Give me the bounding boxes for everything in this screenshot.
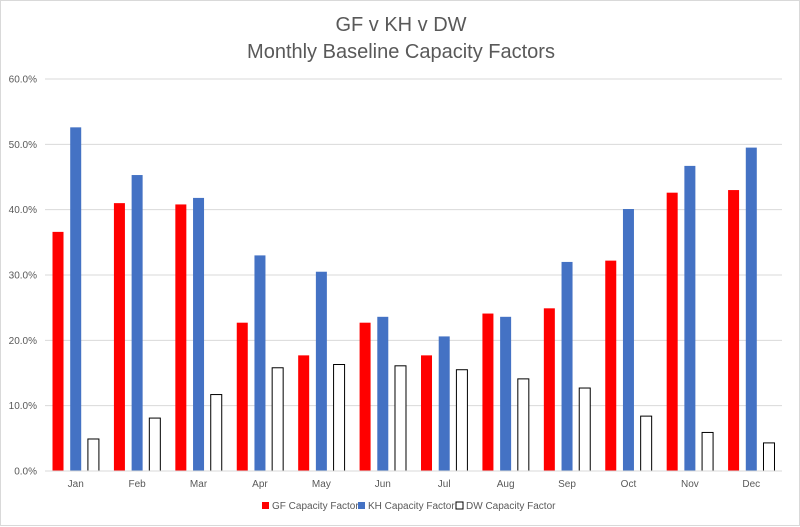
bar-gf-apr <box>236 322 248 471</box>
bar-dw-aug <box>517 378 530 472</box>
bar-gf-may <box>298 355 310 471</box>
bar-dw-jan <box>87 438 100 472</box>
chart-title-line-2: Monthly Baseline Capacity Factors <box>247 41 555 63</box>
x-tick-label: Jul <box>438 479 451 490</box>
x-axis-tick-labels: Jan Feb Mar Apr May Jun Jul Aug Sep Oct Nov Dec <box>68 479 761 490</box>
bar-dw-jul <box>455 369 468 472</box>
bar-gf-jul <box>421 355 433 471</box>
y-tick-label: 20.0% <box>9 336 37 347</box>
x-tick-label: Aug <box>497 479 515 490</box>
bar-dw-apr <box>271 367 284 472</box>
bar-gf-feb <box>113 203 125 471</box>
legend-label: GF Capacity Factor <box>272 501 359 512</box>
bar-gf-aug <box>482 313 494 471</box>
bar-kh-jun <box>377 316 389 471</box>
bar-dw-sep <box>578 387 591 472</box>
bar-gf-dec <box>728 190 740 472</box>
bar-kh-jan <box>70 127 82 471</box>
x-tick-label: Sep <box>558 479 576 490</box>
y-tick-label: 10.0% <box>9 401 37 412</box>
x-tick-label: Jan <box>68 479 84 490</box>
bar-dw-feb <box>148 417 161 472</box>
x-tick-label: Feb <box>129 479 147 490</box>
chart-title-line-1: GF v KH v DW <box>335 14 466 36</box>
x-tick-label: Jun <box>375 479 391 490</box>
bars <box>52 127 775 472</box>
x-tick-label: Nov <box>681 479 699 490</box>
chart-title: GF v KH v DW Monthly Baseline Capacity F… <box>247 14 555 63</box>
bar-gf-sep <box>543 308 555 471</box>
legend-swatch <box>358 502 365 509</box>
y-axis-tick-labels: 0.0% 10.0% 20.0% 30.0% 40.0% 50.0% 60.0% <box>9 75 37 478</box>
legend-label: DW Capacity Factor <box>466 501 556 512</box>
bar-kh-apr <box>254 255 266 471</box>
bar-kh-oct <box>622 209 634 471</box>
bar-kh-dec <box>745 147 757 471</box>
y-tick-label: 40.0% <box>9 205 37 216</box>
x-tick-label: Oct <box>621 479 637 490</box>
bar-dw-nov <box>701 431 714 472</box>
legend-swatch <box>455 501 464 510</box>
bar-gf-mar <box>175 204 187 471</box>
bar-kh-may <box>315 271 327 471</box>
x-tick-label: Apr <box>252 479 268 490</box>
bar-dw-dec <box>762 442 775 472</box>
bar-gf-jan <box>52 231 64 471</box>
bar-kh-mar <box>193 197 205 471</box>
x-tick-label: Dec <box>742 479 760 490</box>
gridlines <box>45 78 782 407</box>
bar-kh-jul <box>438 336 450 471</box>
legend-swatch <box>262 502 269 509</box>
y-tick-label: 30.0% <box>9 271 37 282</box>
bar-dw-jun <box>394 365 407 472</box>
bar-gf-jun <box>359 322 371 471</box>
bar-kh-aug <box>500 316 512 471</box>
bar-kh-feb <box>131 175 143 472</box>
y-tick-label: 60.0% <box>9 75 37 86</box>
y-tick-label: 0.0% <box>14 467 37 478</box>
x-tick-label: May <box>312 479 331 490</box>
legend-label: KH Capacity Factor <box>368 501 455 512</box>
y-tick-label: 50.0% <box>9 140 37 151</box>
bar-gf-oct <box>605 260 617 471</box>
bar-dw-may <box>333 364 346 472</box>
bar-kh-sep <box>561 261 573 471</box>
bar-dw-mar <box>210 394 223 472</box>
bar-gf-nov <box>666 192 678 471</box>
bar-kh-nov <box>684 165 696 472</box>
x-tick-label: Mar <box>190 479 208 490</box>
bar-dw-oct <box>640 415 653 472</box>
legend: GF Capacity Factor KH Capacity Factor DW C… <box>262 501 556 512</box>
